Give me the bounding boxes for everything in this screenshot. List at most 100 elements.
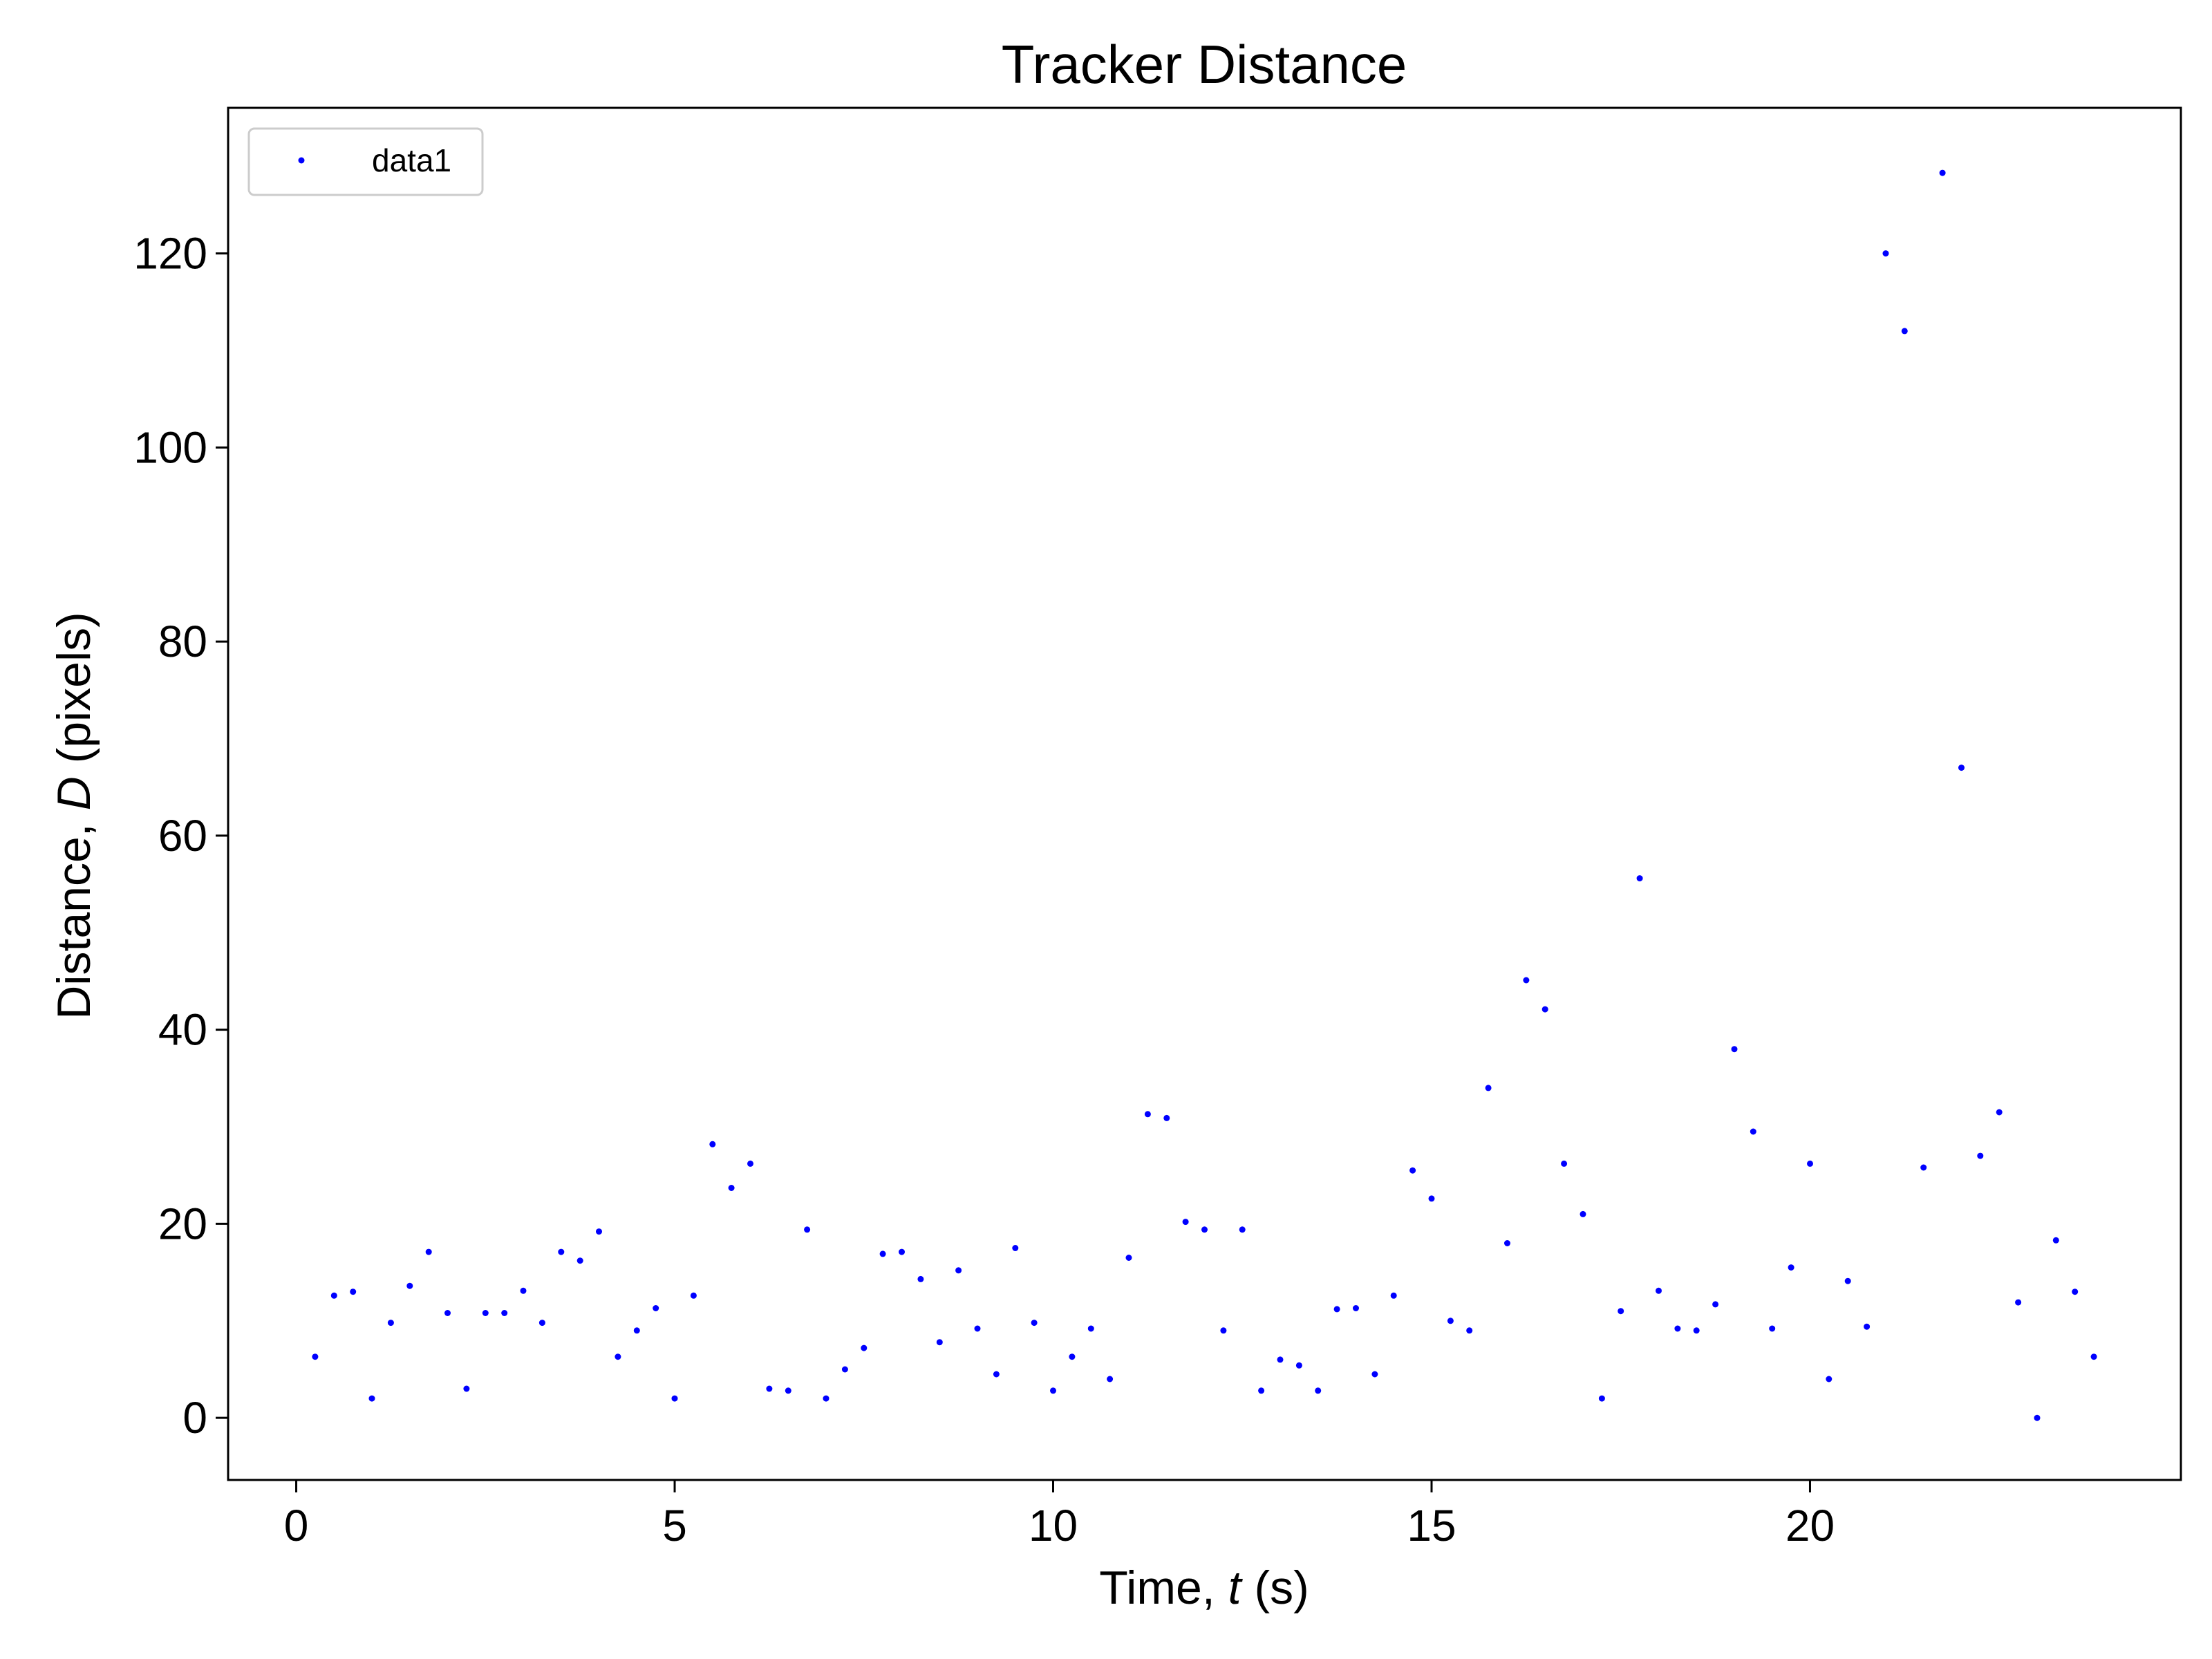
data-point <box>1844 1277 1851 1284</box>
x-tick-label: 20 <box>1785 1501 1835 1550</box>
data-point <box>1315 1387 1322 1394</box>
x-tick-label: 15 <box>1407 1501 1456 1550</box>
x-axis-label-unit: (s) <box>1241 1562 1309 1614</box>
data-point <box>558 1248 565 1255</box>
data-point <box>747 1160 753 1167</box>
data-point <box>1466 1327 1473 1334</box>
data-point <box>1561 1160 1568 1167</box>
data-point <box>785 1387 791 1394</box>
y-axis-label-prefix: Distance, <box>48 810 100 1019</box>
y-tick-label: 0 <box>182 1393 207 1443</box>
data-point <box>1163 1114 1170 1121</box>
data-points <box>312 169 2097 1421</box>
data-point <box>804 1226 811 1233</box>
legend: data1 <box>247 127 484 196</box>
x-axis-label-variable: t <box>1228 1562 1244 1614</box>
data-point <box>2015 1299 2022 1306</box>
data-point <box>2052 1237 2059 1244</box>
data-point <box>1069 1353 1076 1360</box>
data-point <box>974 1325 981 1332</box>
x-axis-label: Time, t (s) <box>1099 1562 1309 1614</box>
data-point <box>577 1257 583 1264</box>
data-point <box>2034 1414 2041 1421</box>
data-point <box>1390 1292 1397 1299</box>
data-point <box>1050 1387 1056 1394</box>
data-point <box>1958 765 1965 771</box>
data-point <box>1769 1325 1776 1332</box>
data-point <box>955 1267 962 1274</box>
data-point <box>1485 1085 1492 1091</box>
data-point <box>1882 250 1889 257</box>
x-tick-label: 5 <box>662 1501 687 1550</box>
data-point <box>1693 1327 1700 1334</box>
data-point <box>1731 1046 1738 1053</box>
data-point <box>1201 1226 1208 1233</box>
data-point <box>520 1287 527 1294</box>
data-point <box>728 1185 735 1191</box>
data-point <box>1807 1160 1813 1167</box>
legend-label: data1 <box>372 142 451 178</box>
data-point <box>899 1248 905 1255</box>
data-point <box>1674 1325 1681 1332</box>
data-point <box>671 1395 678 1402</box>
data-point <box>1087 1325 1094 1332</box>
data-point <box>1125 1255 1132 1261</box>
data-point <box>1277 1356 1284 1363</box>
data-point <box>1939 169 1946 176</box>
data-point <box>1353 1305 1359 1311</box>
data-point <box>2090 1353 2097 1360</box>
data-point <box>596 1228 602 1235</box>
data-point <box>425 1248 432 1255</box>
data-point <box>1864 1323 1871 1330</box>
data-point <box>1333 1306 1340 1313</box>
data-point <box>1598 1395 1605 1402</box>
data-point <box>879 1250 886 1257</box>
y-tick-label: 20 <box>158 1199 207 1248</box>
data-point <box>1920 1164 1927 1171</box>
data-point <box>1409 1167 1416 1174</box>
data-point <box>690 1292 697 1299</box>
x-tick-label: 0 <box>284 1501 309 1550</box>
data-point <box>1636 875 1643 882</box>
x-tick-label: 10 <box>1029 1501 1078 1550</box>
data-point <box>633 1327 640 1334</box>
data-point <box>993 1371 1000 1378</box>
y-axis-label: Distance, D (pixels) <box>48 612 100 1020</box>
data-point <box>766 1385 773 1392</box>
data-point <box>1371 1371 1378 1378</box>
data-point <box>444 1310 451 1316</box>
y-tick-label: 80 <box>158 617 207 666</box>
data-point <box>841 1366 848 1373</box>
chart-title: Tracker Distance <box>1002 34 1407 95</box>
y-axis-label-unit: (pixels) <box>48 612 100 776</box>
data-point <box>368 1395 375 1402</box>
data-point <box>1788 1264 1794 1271</box>
data-point <box>1428 1195 1435 1202</box>
data-point <box>1977 1152 1984 1159</box>
data-point <box>406 1282 413 1289</box>
x-axis-ticks: 0 5 10 15 20 <box>284 1480 1835 1550</box>
data-point <box>1107 1376 1114 1382</box>
data-point <box>1580 1210 1586 1217</box>
data-point <box>1258 1387 1265 1394</box>
data-point <box>1656 1287 1662 1294</box>
data-point <box>1901 328 1908 335</box>
y-tick-label: 120 <box>133 229 207 279</box>
data-point <box>330 1292 337 1299</box>
data-point <box>2072 1288 2079 1295</box>
data-point <box>1031 1320 1038 1327</box>
data-point <box>1504 1240 1510 1246</box>
data-point <box>917 1275 924 1282</box>
y-tick-label: 100 <box>133 422 207 472</box>
data-point <box>653 1305 659 1311</box>
data-point <box>1750 1128 1756 1135</box>
data-point <box>1523 977 1530 984</box>
data-point <box>1239 1226 1246 1233</box>
data-point <box>1712 1301 1719 1308</box>
data-point <box>350 1288 357 1295</box>
y-tick-label: 40 <box>158 1005 207 1055</box>
data-point <box>1826 1376 1833 1382</box>
data-point <box>501 1310 508 1316</box>
y-axis-label-variable: D <box>48 776 100 810</box>
